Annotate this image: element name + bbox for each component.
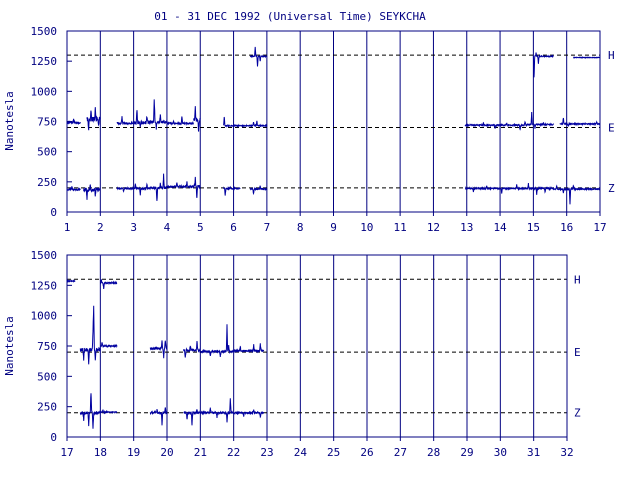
trace-e xyxy=(99,341,118,349)
trace-e xyxy=(199,324,235,358)
x-tick-label: 11 xyxy=(394,221,407,234)
x-tick-label: 7 xyxy=(264,221,271,234)
trace-z xyxy=(183,409,201,426)
y-tick-label: 0 xyxy=(50,431,57,444)
y-axis-label: Nanotesla xyxy=(3,316,16,376)
x-tick-label: 5 xyxy=(197,221,204,234)
x-tick-label: 8 xyxy=(297,221,304,234)
x-tick-label: 13 xyxy=(460,221,473,234)
x-tick-label: 15 xyxy=(527,221,540,234)
trace-e xyxy=(193,106,201,132)
y-tick-label: 250 xyxy=(37,176,57,189)
x-tick-label: 1 xyxy=(64,221,71,234)
trace-z xyxy=(166,181,195,190)
baseline-label-e: E xyxy=(608,122,615,135)
trace-z xyxy=(116,182,151,196)
baseline-label-z: Z xyxy=(574,407,581,420)
x-tick-label: 30 xyxy=(494,446,507,459)
x-tick-label: 2 xyxy=(97,221,104,234)
y-tick-label: 1000 xyxy=(31,85,58,98)
trace-e xyxy=(149,99,168,130)
trace-z xyxy=(552,184,601,205)
x-tick-label: 27 xyxy=(394,446,407,459)
y-tick-label: 500 xyxy=(37,370,57,383)
trace-h xyxy=(99,279,118,289)
x-tick-label: 32 xyxy=(560,446,573,459)
y-tick-label: 250 xyxy=(37,401,57,414)
baseline-label-z: Z xyxy=(608,182,615,195)
trace-e xyxy=(223,116,268,128)
y-tick-label: 1000 xyxy=(31,310,58,323)
y-tick-label: 1250 xyxy=(31,55,58,68)
x-tick-label: 6 xyxy=(230,221,237,234)
y-tick-label: 500 xyxy=(37,146,57,159)
trace-z xyxy=(83,184,101,200)
x-tick-label: 10 xyxy=(360,221,373,234)
trace-z xyxy=(233,409,265,419)
trace-z xyxy=(149,173,168,201)
y-tick-label: 750 xyxy=(37,340,57,353)
x-tick-label: 9 xyxy=(330,221,337,234)
trace-e xyxy=(233,343,265,354)
trace-e xyxy=(86,107,101,131)
trace-h xyxy=(249,46,268,67)
x-tick-label: 17 xyxy=(593,221,606,234)
x-tick-label: 29 xyxy=(460,446,473,459)
trace-e xyxy=(116,116,135,126)
trace-e xyxy=(133,110,151,127)
x-tick-label: 14 xyxy=(493,221,507,234)
trace-z xyxy=(199,398,234,423)
panel-bottom: Nanotesla H E Z 0 250 500 750 1000 1250 1500 17 18 19… xyxy=(3,249,581,459)
baseline-label-h: H xyxy=(574,273,581,286)
trace-z xyxy=(149,407,168,426)
trace-z xyxy=(249,185,268,196)
trace-z xyxy=(66,185,81,192)
y-tick-label: 1500 xyxy=(31,249,58,262)
x-tick-label: 3 xyxy=(130,221,137,234)
trace-z xyxy=(533,185,554,195)
x-tick-label: 4 xyxy=(164,221,171,234)
trace-e xyxy=(79,305,101,365)
y-tick-label: 750 xyxy=(37,116,57,129)
y-tick-label: 1250 xyxy=(31,279,58,292)
trace-h xyxy=(532,52,554,78)
x-tick-label: 25 xyxy=(327,446,340,459)
x-tick-label: 28 xyxy=(427,446,440,459)
trace-z xyxy=(193,176,201,198)
y-axis-label: Nanotesla xyxy=(3,91,16,151)
trace-e xyxy=(149,340,168,359)
trace-z xyxy=(79,393,101,429)
baseline-label-e: E xyxy=(574,346,581,359)
trace-e xyxy=(526,111,554,129)
trace-e xyxy=(183,340,201,358)
trace-e xyxy=(559,117,601,127)
x-tick-label: 24 xyxy=(294,446,308,459)
trace-h xyxy=(66,279,76,283)
trace-e xyxy=(166,116,195,126)
x-tick-label: 17 xyxy=(60,446,73,459)
y-tick-label: 0 xyxy=(50,206,57,219)
trace-e xyxy=(464,120,527,131)
y-tick-label: 1500 xyxy=(31,25,58,38)
trace-z xyxy=(99,409,118,415)
trace-z xyxy=(223,185,241,196)
trace-z xyxy=(464,183,534,194)
x-tick-label: 31 xyxy=(527,446,540,459)
x-tick-label: 19 xyxy=(127,446,140,459)
x-tick-label: 18 xyxy=(94,446,107,459)
x-tick-label: 23 xyxy=(260,446,273,459)
baseline-label-h: H xyxy=(608,49,615,62)
x-tick-label: 12 xyxy=(427,221,440,234)
trace-h xyxy=(573,56,601,59)
x-tick-label: 16 xyxy=(560,221,573,234)
x-tick-label: 22 xyxy=(227,446,240,459)
chart-title: 01 - 31 DEC 1992 (Universal Time) SEYKCH… xyxy=(154,10,426,23)
trace-e xyxy=(66,118,81,126)
x-tick-label: 26 xyxy=(360,446,373,459)
x-tick-label: 20 xyxy=(160,446,173,459)
x-tick-label: 21 xyxy=(194,446,207,459)
